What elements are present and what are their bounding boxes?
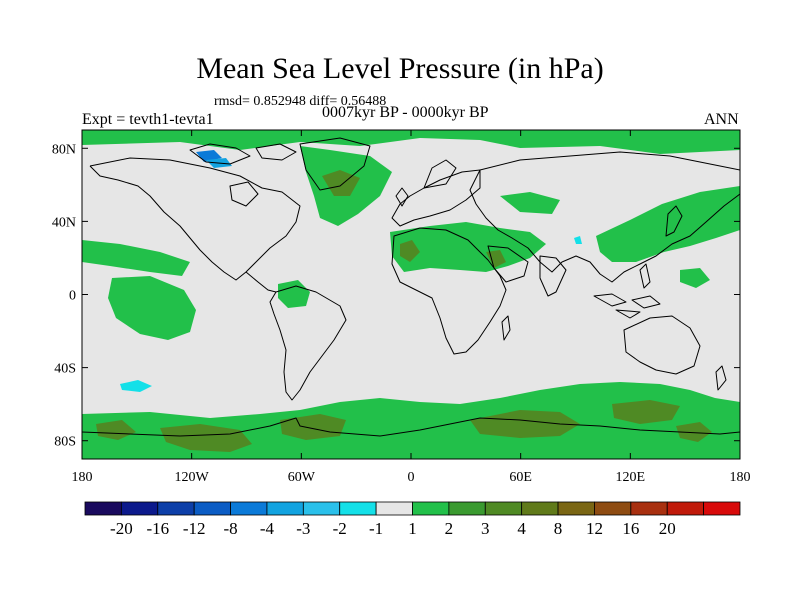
- colorbar-label: 1: [408, 519, 417, 538]
- colorbar-label: -12: [183, 519, 206, 538]
- season-label: ANN: [704, 111, 739, 128]
- colorbar-label: 20: [659, 519, 676, 538]
- colorbar-label: -20: [110, 519, 133, 538]
- colorbar: -20 -16 -12 -8 -4 -3 -2 -1 1 2 3 4 8 12 16 20: [84, 501, 741, 538]
- colorbar-swatch: [375, 501, 413, 516]
- colorbar-label: 8: [554, 519, 563, 538]
- x-tick-label: 180: [730, 470, 751, 485]
- stats-line: rmsd= 0.852948 diff= 0.56488: [214, 94, 387, 109]
- colorbar-swatch: [630, 501, 668, 516]
- colorbar-label: 2: [445, 519, 454, 538]
- colorbar-swatch: [84, 501, 122, 516]
- colorbar-label: -16: [146, 519, 169, 538]
- colorbar-label: -2: [333, 519, 347, 538]
- colorbar-label: -4: [260, 519, 275, 538]
- anomaly-field-3-4: [96, 170, 712, 452]
- y-tick-label: 40S: [54, 362, 76, 377]
- x-tick-label: 0: [408, 470, 415, 485]
- colorbar-swatch: [521, 501, 559, 516]
- colorbar-swatch: [666, 501, 705, 516]
- y-tick-label: 40N: [52, 215, 76, 230]
- colorbar-swatch: [448, 501, 486, 516]
- x-tick-label: 180: [72, 470, 93, 485]
- colorbar-swatch: [703, 501, 741, 516]
- colorbar-swatch: [412, 501, 450, 516]
- period-line: 0007kyr BP - 0000kyr BP: [322, 104, 489, 121]
- colorbar-swatch: [594, 501, 632, 516]
- y-tick-label: 0: [69, 289, 76, 304]
- x-tick-label: 60E: [509, 470, 532, 485]
- colorbar-swatch: [120, 501, 159, 516]
- colorbar-label: -1: [369, 519, 383, 538]
- colorbar-swatch: [230, 501, 268, 516]
- colorbar-label: -3: [296, 519, 310, 538]
- colorbar-label: -8: [223, 519, 237, 538]
- plot-title: Mean Sea Level Pressure (in hPa): [196, 52, 604, 85]
- colorbar-swatch: [157, 501, 195, 516]
- x-tick-label: 120W: [175, 470, 210, 485]
- colorbar-label: 3: [481, 519, 490, 538]
- y-tick-label: 80N: [52, 142, 76, 157]
- colorbar-swatch: [302, 501, 341, 516]
- colorbar-swatch: [193, 501, 231, 516]
- x-tick-label: 60W: [288, 470, 316, 485]
- colorbar-label: 16: [622, 519, 639, 538]
- colorbar-label: 12: [586, 519, 603, 538]
- experiment-label: Expt = tevth1-tevta1: [82, 111, 214, 128]
- x-tick-label: 120E: [616, 470, 646, 485]
- colorbar-swatch: [266, 501, 304, 516]
- y-tick-label: 80S: [54, 435, 76, 450]
- y-axis: 80N 40N 0 40S 80S: [52, 142, 740, 450]
- colorbar-swatch: [339, 501, 377, 516]
- coastlines: [82, 137, 740, 437]
- x-axis: 180 120W 60W 0 60E 120E 180: [72, 130, 751, 485]
- colorbar-label: 4: [517, 519, 526, 538]
- colorbar-swatch: [484, 501, 523, 516]
- colorbar-swatch: [557, 501, 595, 516]
